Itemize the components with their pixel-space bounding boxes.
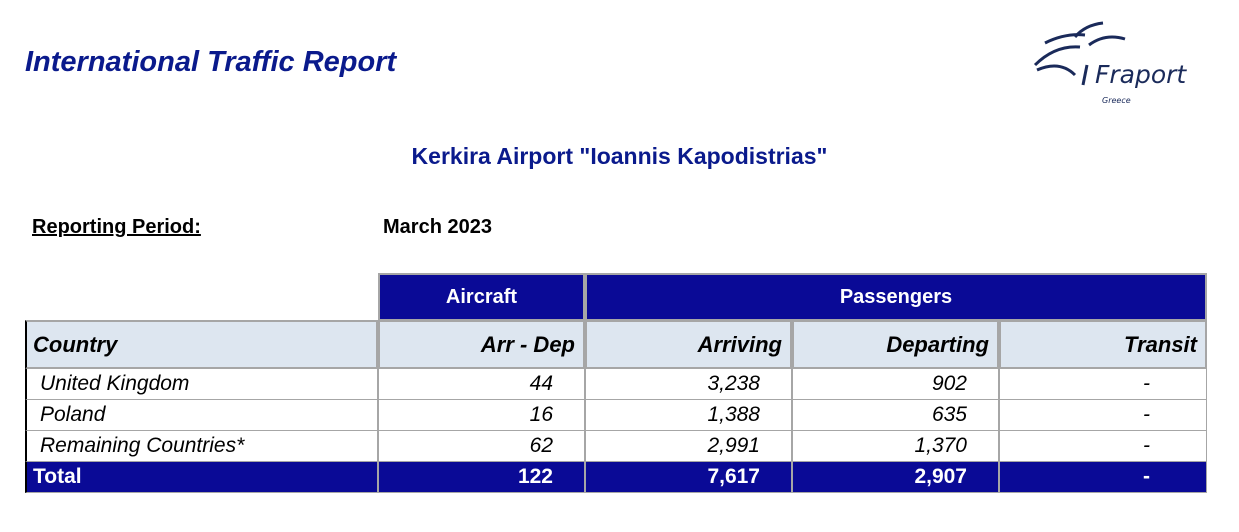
total-label: Total (25, 461, 378, 493)
period-value: March 2023 (383, 216, 492, 238)
value-cell: 62 (378, 430, 585, 462)
value-cell: - (999, 399, 1207, 431)
column-header: Departing (792, 320, 999, 369)
total-cell: 2,907 (792, 461, 999, 493)
group-header: Passengers (585, 273, 1207, 321)
total-cell: 7,617 (585, 461, 792, 493)
report-title: International Traffic Report (25, 46, 397, 78)
total-cell: - (999, 461, 1207, 493)
country-cell: Remaining Countries* (25, 430, 378, 462)
country-cell: United Kingdom (25, 368, 378, 400)
value-cell: 16 (378, 399, 585, 431)
value-cell: 44 (378, 368, 585, 400)
value-cell: - (999, 368, 1207, 400)
value-cell: 2,991 (585, 430, 792, 462)
value-cell: 902 (792, 368, 999, 400)
country-cell: Poland (25, 399, 378, 431)
group-header: Aircraft (378, 273, 585, 321)
total-cell: 122 (378, 461, 585, 493)
period-label: Reporting Period: (32, 216, 201, 238)
logo: Fraport Greece (1033, 21, 1187, 105)
column-header: Transit (999, 320, 1207, 369)
logo-name: Fraport (1095, 60, 1187, 89)
value-cell: 1,370 (792, 430, 999, 462)
value-cell: - (999, 430, 1207, 462)
logo-region: Greece (1102, 96, 1131, 105)
column-header: Country (25, 320, 378, 369)
column-header: Arr - Dep (378, 320, 585, 369)
value-cell: 3,238 (585, 368, 792, 400)
column-header: Arriving (585, 320, 792, 369)
airport-name: Kerkira Airport "Ioannis Kapodistrias" (411, 143, 828, 169)
value-cell: 1,388 (585, 399, 792, 431)
value-cell: 635 (792, 399, 999, 431)
